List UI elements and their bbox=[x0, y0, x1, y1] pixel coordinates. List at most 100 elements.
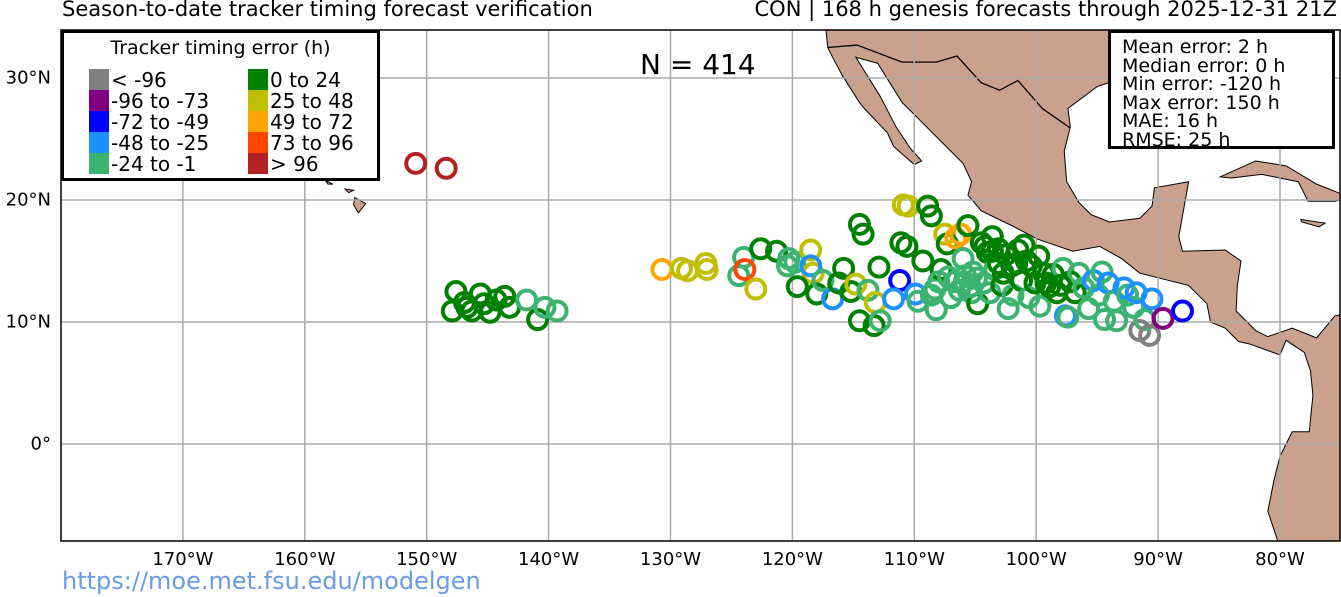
legend-swatch bbox=[89, 90, 109, 111]
forecast-point bbox=[956, 214, 980, 238]
legend-swatch bbox=[248, 90, 268, 111]
forecast-point bbox=[1056, 305, 1080, 329]
figure-title: Season-to-date tracker timing forecast v… bbox=[62, 0, 593, 21]
cuba-island bbox=[1218, 160, 1340, 202]
forecast-point bbox=[832, 256, 856, 280]
forecast-point bbox=[811, 269, 835, 293]
legend-item: > 96 bbox=[248, 151, 319, 176]
forecast-point bbox=[799, 238, 823, 262]
points-layer bbox=[404, 151, 1194, 347]
legend-label: -72 to -49 bbox=[111, 109, 210, 134]
x-tick-label: 110°W bbox=[883, 549, 945, 570]
forecast-point bbox=[911, 249, 935, 273]
forecast-point bbox=[868, 309, 892, 333]
stat-rmse: RMSE: 25 h bbox=[1122, 128, 1231, 151]
forecast-point bbox=[1138, 323, 1162, 347]
forecast-point bbox=[851, 222, 875, 246]
legend-label: 73 to 96 bbox=[270, 130, 354, 155]
forecast-point bbox=[434, 156, 458, 180]
forecast-point bbox=[404, 151, 428, 175]
legend-item: 73 to 96 bbox=[248, 130, 354, 155]
legend-title: Tracker timing error (h) bbox=[110, 37, 331, 59]
gridlines bbox=[61, 30, 1340, 541]
forecast-point bbox=[733, 258, 757, 282]
y-tick-label: 20°N bbox=[5, 189, 51, 211]
x-tick-label: 100°W bbox=[1005, 549, 1067, 570]
legend-label: < -96 bbox=[111, 67, 167, 92]
legend-label: > 96 bbox=[270, 151, 319, 176]
x-tick-label: 170°W bbox=[152, 549, 214, 570]
forecast-point bbox=[933, 222, 957, 246]
oahu-island bbox=[324, 179, 334, 185]
legend-label: 0 to 24 bbox=[270, 67, 341, 92]
forecast-point bbox=[1151, 306, 1175, 330]
stat-median: Median error: 0 h bbox=[1122, 54, 1286, 77]
forecast-point bbox=[1140, 287, 1164, 311]
forecast-point bbox=[493, 284, 517, 308]
maui-island bbox=[343, 188, 356, 194]
forecast-point bbox=[964, 266, 988, 290]
hawaii-big-island bbox=[353, 196, 367, 214]
forecast-point bbox=[799, 254, 823, 278]
legend-swatch bbox=[248, 111, 268, 132]
y-tick-label: 10°N bbox=[5, 311, 51, 333]
forecast-point bbox=[906, 289, 930, 313]
sample-count: N = 414 bbox=[640, 48, 756, 81]
legend-item: -24 to -1 bbox=[89, 151, 197, 176]
forecast-point bbox=[844, 272, 868, 296]
forecast-point bbox=[996, 297, 1020, 321]
legend-item: -96 to -73 bbox=[89, 88, 210, 113]
x-tick-label: 150°W bbox=[396, 549, 458, 570]
forecast-point bbox=[744, 277, 768, 301]
legend-swatch bbox=[248, 132, 268, 153]
x-tick-label: 140°W bbox=[518, 549, 580, 570]
forecast-point bbox=[515, 288, 539, 312]
stat-mean: Mean error: 2 h bbox=[1122, 36, 1269, 58]
forecast-point bbox=[785, 275, 809, 299]
figure-subtitle: CON | 168 h genesis forecasts through 20… bbox=[754, 0, 1338, 21]
y-tick-label: 0° bbox=[30, 433, 51, 455]
legend-label: 49 to 72 bbox=[270, 109, 354, 134]
stat-min: Min error: -120 h bbox=[1122, 73, 1282, 96]
legend-label: -24 to -1 bbox=[111, 151, 197, 176]
forecast-point bbox=[749, 237, 773, 261]
legend-item: -72 to -49 bbox=[89, 109, 210, 134]
forecast-point bbox=[695, 258, 719, 282]
forecast-point bbox=[776, 254, 800, 278]
forecast-point bbox=[1034, 271, 1058, 295]
plot-frame bbox=[60, 29, 1341, 542]
legend-label: 25 to 48 bbox=[270, 88, 354, 113]
legend-item: -48 to -25 bbox=[89, 131, 209, 155]
forecast-point bbox=[1092, 308, 1116, 332]
forecast-point bbox=[924, 298, 948, 322]
forecast-point bbox=[545, 299, 569, 323]
forecast-point bbox=[973, 234, 997, 258]
legend-item: 25 to 48 bbox=[248, 88, 354, 113]
land-layer bbox=[324, 30, 1340, 541]
legend-swatch bbox=[248, 153, 268, 174]
forecast-point bbox=[882, 287, 906, 311]
legend-swatch bbox=[89, 111, 109, 132]
forecast-point bbox=[1049, 273, 1073, 297]
stat-mae: MAE: 16 h bbox=[1122, 110, 1219, 133]
legend-swatch bbox=[89, 153, 109, 174]
stats-box: Mean error: 2 h Median error: 0 h Min er… bbox=[1108, 30, 1335, 149]
legend-label: -96 to -73 bbox=[111, 88, 210, 113]
x-tick-label: 80°W bbox=[1255, 549, 1305, 570]
legend-swatch bbox=[89, 69, 109, 90]
legend-swatch bbox=[89, 132, 109, 153]
forecast-point bbox=[455, 295, 479, 319]
legend-item: 49 to 72 bbox=[248, 109, 354, 134]
x-tick-label: 120°W bbox=[761, 549, 823, 570]
legend-swatch bbox=[248, 69, 268, 90]
forecast-point bbox=[1014, 249, 1038, 273]
x-tick-label: 160°W bbox=[274, 549, 336, 570]
credit-link[interactable]: https://moe.met.fsu.edu/modelgen bbox=[62, 567, 481, 595]
forecast-point bbox=[1105, 309, 1129, 333]
legend-item: 0 to 24 bbox=[248, 67, 341, 92]
forecast-point bbox=[1170, 299, 1194, 323]
forecast-point bbox=[867, 255, 891, 279]
forecast-point bbox=[927, 270, 951, 294]
